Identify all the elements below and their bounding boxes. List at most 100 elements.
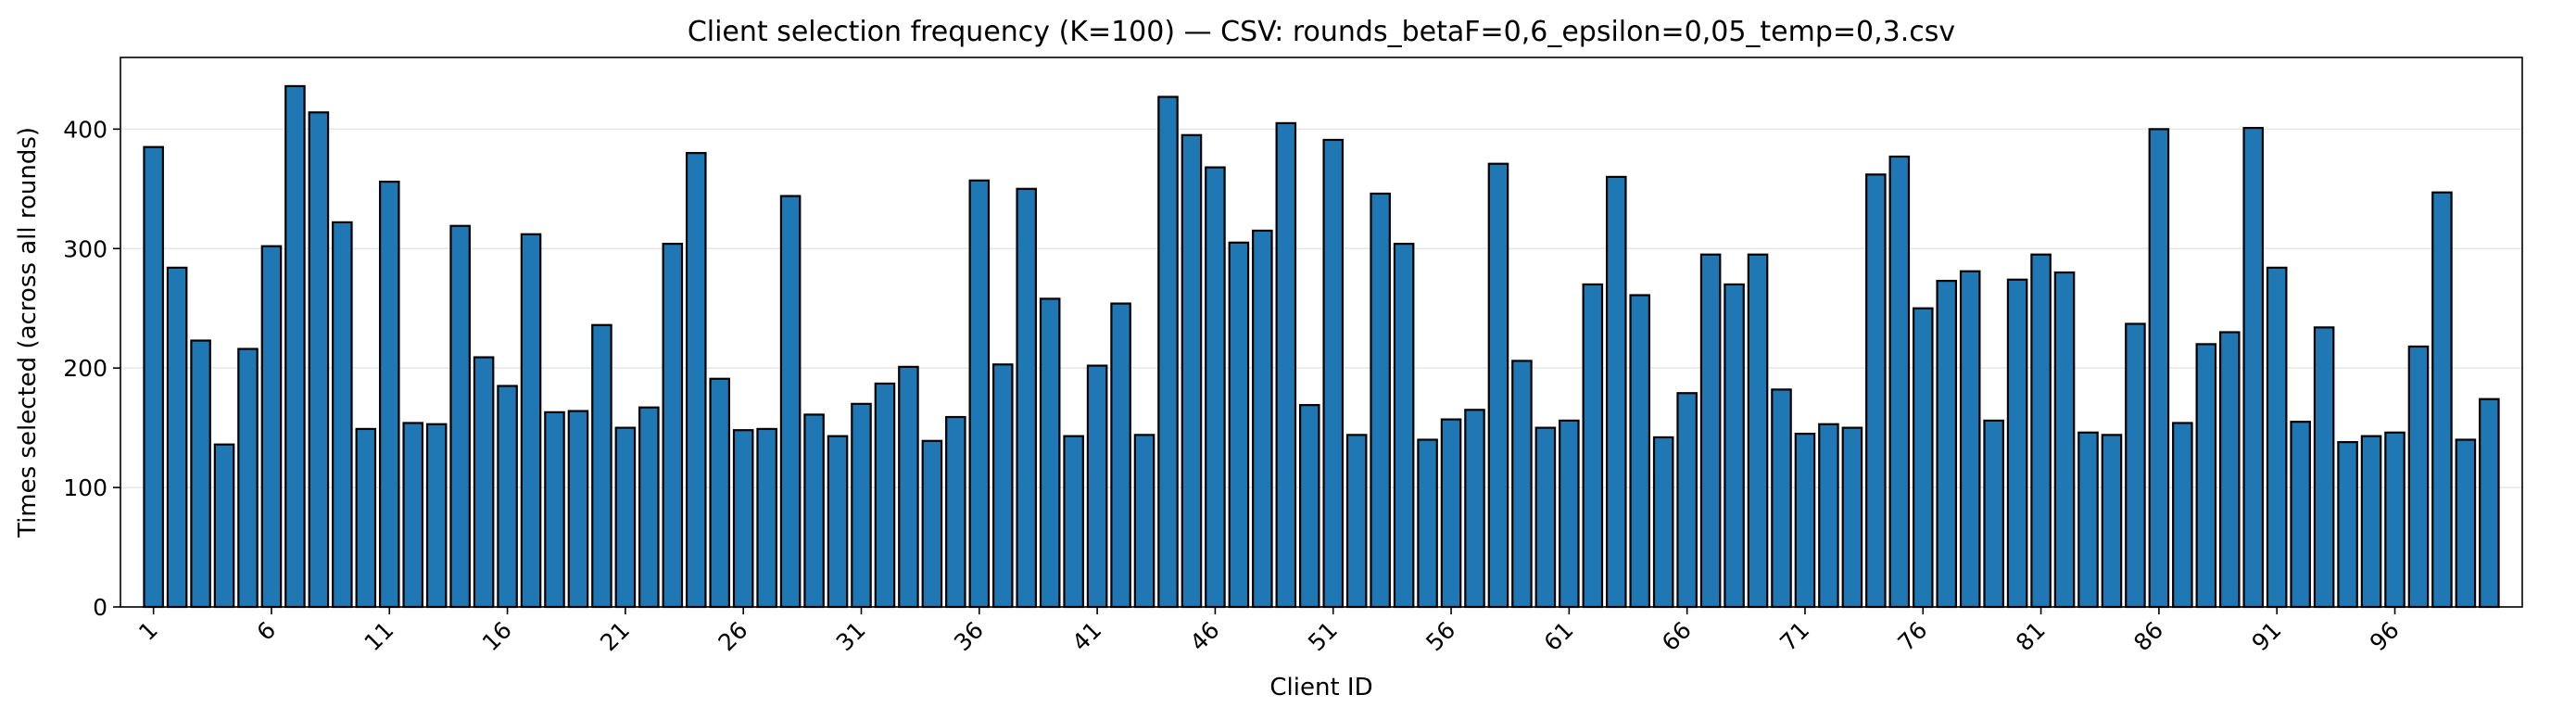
bar-client-73 [1841,426,1863,609]
y-tick-label: 0 [93,594,107,621]
bar-client-9 [332,221,353,609]
bar-client-37 [991,363,1014,609]
bar-client-66 [1676,392,1698,609]
bar-client-41 [1086,364,1108,609]
x-tick-label: 26 [713,616,752,656]
bar-client-30 [827,435,849,609]
bar-client-92 [2290,421,2311,609]
bar-client-31 [851,402,872,609]
bar-client-25 [709,377,731,609]
bar-client-43 [1133,434,1155,609]
bar-client-96 [2384,431,2406,609]
bar-client-1 [143,145,164,609]
bar-client-93 [2313,326,2335,609]
bar-client-74 [1865,173,1887,609]
bar-client-4 [213,443,235,609]
x-tick-label: 71 [1774,616,1814,656]
bar-client-90 [2242,126,2265,609]
x-tick-label: 61 [1539,616,1579,656]
bar-client-52 [1345,434,1368,609]
bar-client-13 [425,423,448,609]
bar-client-59 [1511,360,1533,609]
bar-client-32 [874,382,896,609]
x-tick-label: 36 [949,616,989,656]
x-tick-label: 11 [360,616,399,656]
bar-client-63 [1605,175,1627,609]
bar-client-44 [1157,95,1179,609]
bar-client-14 [449,224,471,609]
bar-client-26 [732,429,754,609]
bar-client-71 [1794,432,1816,609]
bar-client-87 [2172,422,2193,609]
bar-client-81 [2030,253,2052,609]
chart-title: Client selection frequency (K=100) — CSV… [688,16,1955,48]
bar-client-33 [898,365,919,609]
x-tick-label: 96 [2365,616,2405,656]
y-tick-label: 400 [63,116,107,143]
bar-client-46 [1205,166,1226,609]
bar-client-40 [1063,435,1084,609]
x-tick-label: 41 [1067,616,1106,656]
bar-client-10 [355,427,377,609]
bar-client-15 [473,356,495,609]
x-tick-label: 91 [2246,616,2286,656]
bars [143,84,2500,609]
bar-client-67 [1699,253,1722,609]
bar-client-64 [1629,294,1651,609]
bar-client-83 [2077,431,2099,609]
bar-client-88 [2195,343,2217,609]
x-tick-label: 56 [1421,616,1460,656]
bar-client-45 [1181,133,1203,609]
bar-client-3 [190,339,211,609]
bar-client-24 [685,152,707,609]
y-tick-label: 100 [63,474,107,501]
bar-client-65 [1652,436,1674,609]
y-axis: 0 100 200 300 400 [63,116,120,621]
bar-client-51 [1322,138,1345,609]
bar-client-49 [1275,121,1297,609]
bar-client-70 [1771,388,1792,609]
plot-frame [120,57,2523,608]
bar-client-56 [1440,418,1462,609]
y-tick-label: 300 [63,235,107,262]
bar-client-16 [497,385,518,609]
bar-client-34 [921,439,943,609]
bar-client-69 [1747,253,1769,609]
bar-client-18 [544,411,565,609]
bar-client-77 [1936,279,1958,609]
bar-client-98 [2431,191,2453,609]
x-tick-label: 81 [2011,616,2051,656]
bar-client-38 [1016,187,1038,609]
bar-client-36 [968,179,991,609]
bar-client-84 [2101,434,2123,609]
bar-client-22 [638,406,660,609]
bar-client-5 [237,347,259,609]
y-tick-label: 200 [63,355,107,382]
bar-client-39 [1039,297,1061,609]
x-tick-label: 46 [1185,616,1225,656]
bar-client-62 [1582,283,1604,609]
x-tick-label: 21 [595,616,635,656]
bar-client-27 [756,427,777,609]
bar-client-53 [1370,192,1391,609]
bar-client-57 [1464,409,1485,609]
bar-client-7 [284,84,306,609]
bar-client-86 [2148,128,2170,609]
bar-client-12 [402,422,424,609]
x-axis: 1 6 11 16 21 26 31 36 41 46 51 56 61 66 71 76 81 86 91 96 [133,607,2405,656]
bar-client-99 [2455,438,2477,609]
bar-client-11 [378,180,400,609]
bar-client-82 [2053,271,2076,609]
x-axis-label: Client ID [1269,674,1372,701]
bar-client-8 [308,111,330,609]
bar-client-79 [1983,419,2004,609]
bar-client-50 [1298,404,1320,609]
bar-client-55 [1417,438,1438,609]
y-axis-label: Times selected (across all rounds) [14,127,42,538]
bar-client-28 [779,195,802,609]
bar-client-21 [614,426,637,609]
bar-client-91 [2266,266,2288,609]
bar-client-6 [260,245,283,609]
bar-client-89 [2218,331,2241,609]
bar-client-78 [1959,270,1981,609]
